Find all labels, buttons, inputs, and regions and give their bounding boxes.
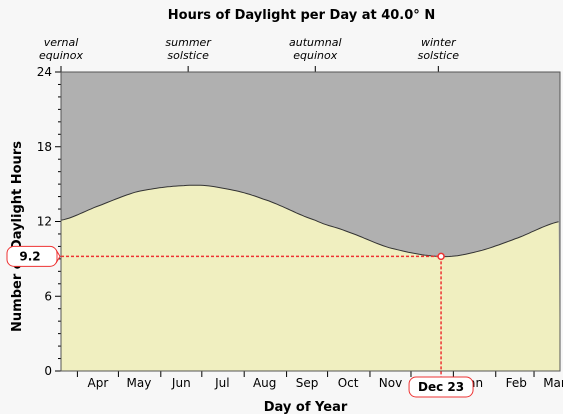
x-month-label: Feb — [506, 376, 527, 390]
season-markers: vernalequinoxsummersolsticeautumnalequin… — [39, 36, 459, 72]
value-callout — [6, 245, 58, 267]
x-month-label: Mar — [543, 376, 563, 390]
y-tick-label: 18 — [37, 140, 52, 154]
value-callout-text: 9.2 — [19, 249, 40, 263]
x-month-label: Sep — [296, 376, 319, 390]
x-month-label: Aug — [253, 376, 276, 390]
season-label-line2: equinox — [293, 49, 337, 62]
plot-frame — [60, 71, 561, 372]
season-label-line2: equinox — [39, 49, 83, 62]
x-month-label: Jun — [171, 376, 191, 390]
x-month-label: May — [127, 376, 152, 390]
highlight-crosshair[interactable]: 9.2 Dec 23 — [6, 245, 474, 398]
x-axis: AprMayJunJulAugSepOctNovJanFebMar — [61, 370, 563, 390]
season-label-line2: solstice — [418, 49, 460, 62]
season-label-line1: winter — [421, 36, 457, 49]
y-tick-label: 24 — [37, 65, 52, 79]
x-month-label: Apr — [88, 376, 109, 390]
y-axis: 0 6 12 18 24 — [37, 65, 62, 378]
season-label-line1: autumnal — [289, 36, 341, 49]
date-callout-text: Dec 23 — [418, 380, 464, 394]
y-tick-label: 6 — [44, 289, 52, 303]
y-axis-title: Number of Daylight Hours — [10, 141, 25, 332]
highlight-point — [437, 252, 445, 261]
chart-title: Hours of Daylight per Day at 40.0° N — [168, 8, 435, 23]
x-month-label: Nov — [379, 376, 402, 390]
daylight-area — [61, 185, 560, 371]
x-month-label: Oct — [338, 376, 359, 390]
season-label-line1: summer — [165, 36, 212, 49]
date-callout — [408, 376, 474, 398]
season-label-line1: vernal — [44, 36, 79, 49]
y-tick-label: 0 — [44, 364, 52, 378]
x-month-label: Jul — [214, 376, 229, 390]
y-tick-label: 12 — [37, 215, 52, 229]
x-axis-title: Day of Year — [264, 400, 348, 414]
daylight-curve-line — [60, 184, 559, 258]
season-label-line2: solstice — [167, 49, 209, 62]
